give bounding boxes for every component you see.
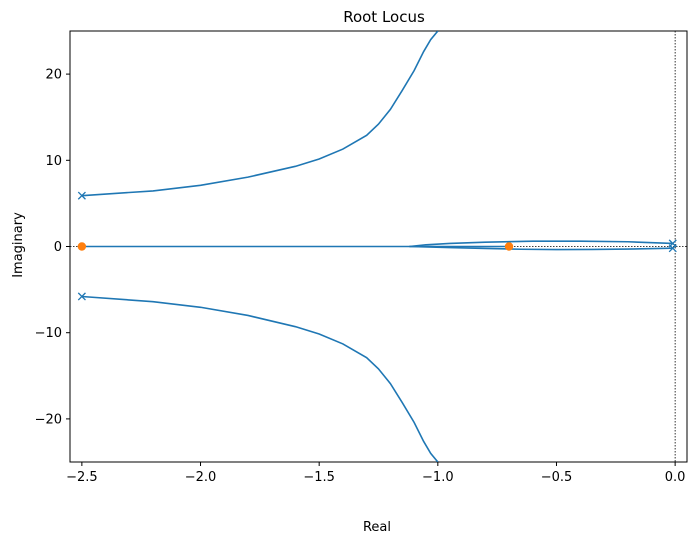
plot-area bbox=[69, 30, 688, 463]
y-tick-label: −10 bbox=[35, 326, 62, 341]
locus-branch-3 bbox=[409, 240, 673, 248]
y-tick-label: 0 bbox=[54, 240, 62, 255]
x-tick-label: −2.5 bbox=[66, 470, 98, 485]
x-tick-label: −1.5 bbox=[303, 470, 335, 485]
y-tick-label: 20 bbox=[45, 68, 62, 83]
y-axis-label: Imaginary bbox=[11, 212, 26, 278]
locus-branch-1 bbox=[81, 31, 439, 197]
pole-marker-2 bbox=[77, 292, 86, 301]
x-tick-label: −2.0 bbox=[185, 470, 217, 485]
y-axis-ticks: −20 −10 0 10 20 bbox=[35, 68, 70, 427]
locus-branches bbox=[81, 31, 673, 462]
markers bbox=[77, 191, 677, 301]
y-tick-label: −20 bbox=[35, 412, 62, 427]
x-axis-label: Real bbox=[363, 520, 391, 535]
zero-marker-1 bbox=[77, 242, 87, 251]
x-axis-ticks: −2.5 −2.0 −1.5 −1.0 −0.5 0.0 bbox=[66, 462, 685, 485]
x-tick-label: 0.0 bbox=[665, 470, 686, 485]
pole-stroke-b bbox=[668, 244, 677, 253]
locus-branch-4 bbox=[409, 245, 673, 251]
pole-marker-4 bbox=[668, 244, 677, 253]
y-tick-label: 10 bbox=[45, 154, 62, 169]
pole-marker-1 bbox=[77, 191, 86, 200]
pole-stroke-b bbox=[77, 292, 86, 301]
chart-title: Root Locus bbox=[343, 8, 425, 26]
pole-stroke-b bbox=[77, 191, 86, 200]
zero-marker-2 bbox=[504, 242, 514, 251]
x-tick-label: −1.0 bbox=[422, 470, 454, 485]
x-tick-label: −0.5 bbox=[541, 470, 573, 485]
locus-branch-2 bbox=[81, 295, 439, 462]
